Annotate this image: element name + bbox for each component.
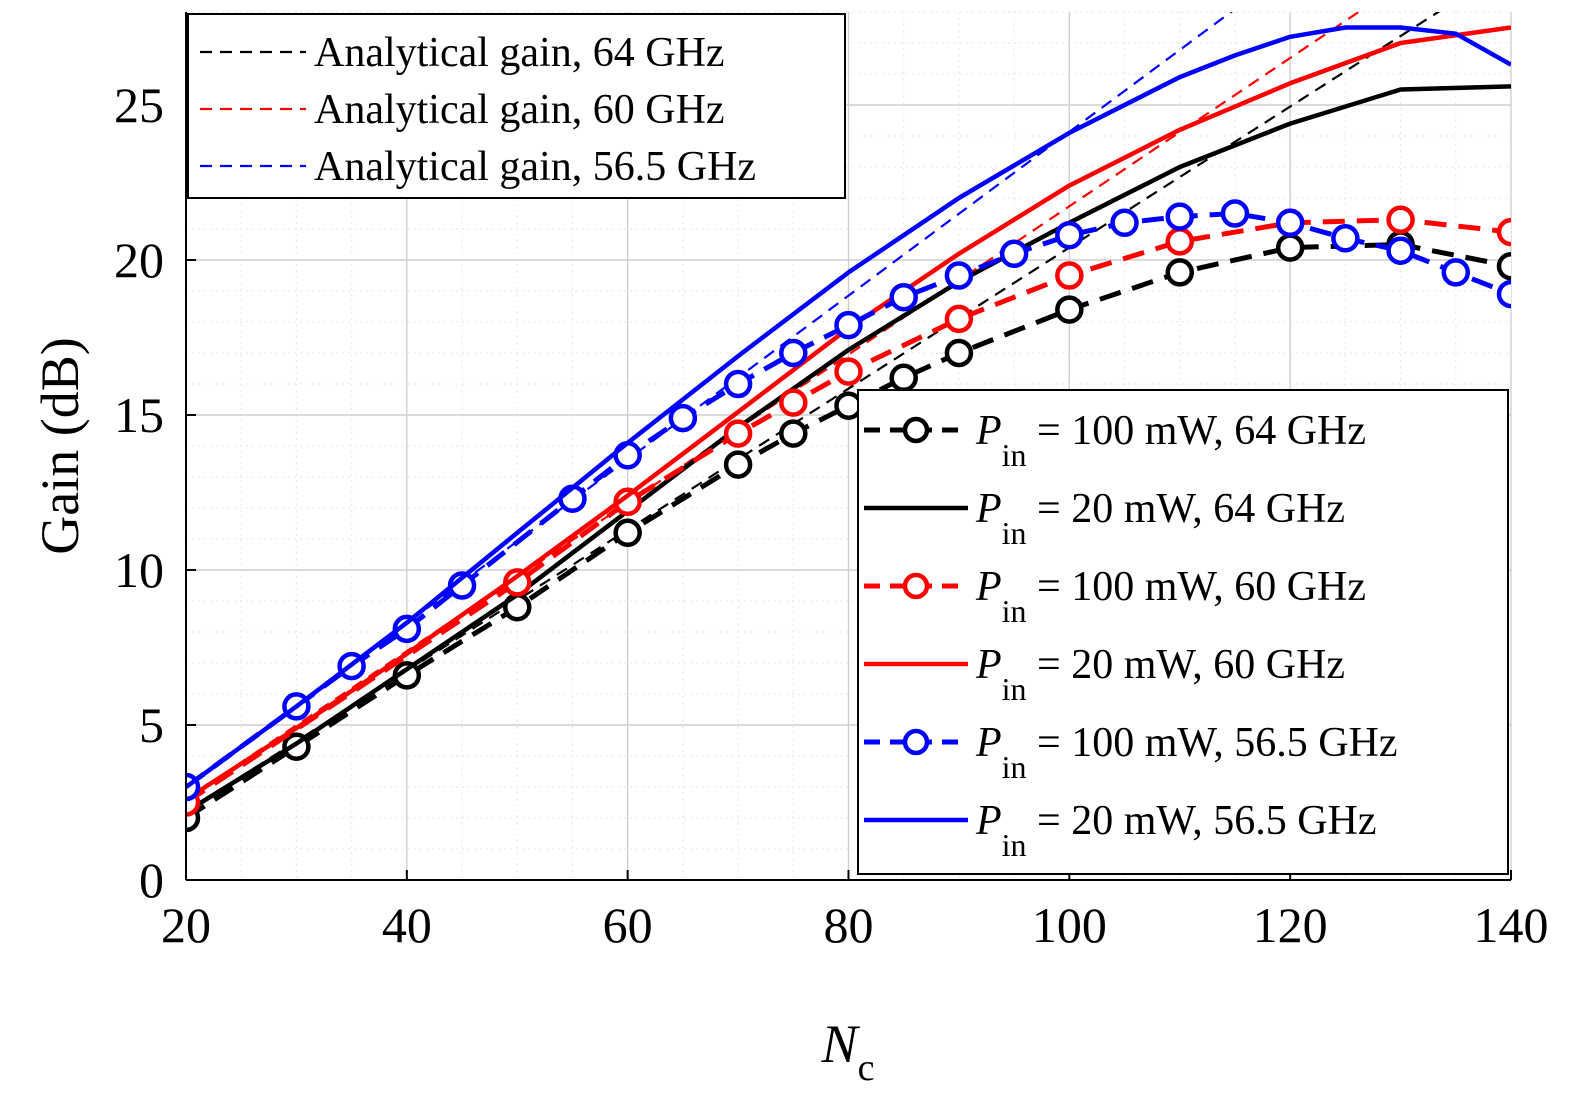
x-tick-label: 20 (161, 897, 211, 953)
series-layer (186, 12, 1511, 833)
x-tick-label: 40 (382, 897, 432, 953)
data-point-100-mw-56-5-ghz (889, 282, 918, 312)
legend-label-rest: = 20 mW, 56.5 GHz (1027, 798, 1377, 844)
data-point-100-mw-64-ghz (723, 450, 753, 479)
data-point-100-mw-56-5-ghz (1055, 220, 1084, 250)
data-point-100-mw-64-ghz (1165, 258, 1194, 287)
legend-marker (902, 728, 930, 756)
legend-label-symbol: P (975, 642, 1002, 688)
legend-label-symbol: P (975, 408, 1002, 454)
y-axis-label: Gain (dB) (30, 337, 90, 554)
data-point-100-mw-60-ghz (779, 388, 808, 417)
y-tick-label: 5 (139, 697, 164, 753)
series-line-100-mw-60-ghz (186, 217, 1511, 805)
legend-label-rest: = 100 mW, 56.5 GHz (1027, 720, 1398, 766)
legend-marker (902, 572, 930, 600)
data-point-100-mw-60-ghz (723, 419, 753, 448)
legend-label-rest: = 20 mW, 60 GHz (1027, 642, 1345, 688)
legend-label: Analytical gain, 64 GHz (314, 30, 725, 76)
data-point-100-mw-60-ghz (1055, 261, 1084, 290)
legend-label-rest: = 100 mW, 64 GHz (1027, 408, 1366, 454)
legend-simulated-box (857, 389, 1509, 875)
series-line-analytical-gain-56-5-ghz (186, 12, 1233, 788)
series-line-20-mw-56-5-ghz (186, 25, 1511, 789)
data-point-100-mw-56-5-ghz (1220, 199, 1250, 228)
legend-label: Pin = 20 mW, 64 GHz (975, 486, 1345, 551)
data-point-100-mw-64-ghz (944, 338, 974, 368)
data-point-100-mw-64-ghz (1496, 251, 1511, 281)
data-point-100-mw-56-5-ghz (1275, 208, 1305, 238)
y-tick-label: 20 (114, 232, 164, 288)
series-line-20-mw-64-ghz (186, 84, 1511, 814)
legend-label: Pin = 100 mW, 56.5 GHz (975, 720, 1398, 785)
legend-label-rest: = 100 mW, 60 GHz (1027, 564, 1366, 610)
legend-label-subscript: in (1002, 437, 1027, 473)
legend-label: Pin = 20 mW, 60 GHz (975, 642, 1345, 707)
x-tick-label: 100 (1032, 897, 1107, 953)
series-line-100-mw-64-ghz (186, 242, 1511, 821)
data-point-100-mw-64-ghz (1275, 233, 1305, 262)
legend-analytical: Analytical gain, 64 GHz Analytical gain, … (187, 13, 846, 199)
data-point-100-mw-56-5-ghz (1331, 224, 1360, 253)
legend-label-subscript: in (1002, 749, 1027, 785)
legend-analytical-box (187, 13, 846, 199)
data-point-100-mw-56-5-ghz (834, 310, 863, 340)
y-tick-label: 15 (114, 387, 164, 443)
x-tick-label: 120 (1253, 897, 1328, 953)
data-point-100-mw-56-5-ghz (944, 261, 974, 290)
data-point-100-mw-56-5-ghz (999, 239, 1029, 269)
legend-label-symbol: P (975, 564, 1002, 610)
legend-label: Pin = 100 mW, 60 GHz (975, 564, 1366, 629)
data-point-100-mw-60-ghz (1386, 205, 1415, 234)
data-point-100-mw-60-ghz (1496, 217, 1511, 247)
legend-label: Pin = 100 mW, 64 GHz (975, 408, 1366, 473)
y-tick-label: 10 (114, 542, 164, 598)
data-point-100-mw-56-5-ghz (1110, 208, 1139, 238)
y-tick-label: 0 (139, 852, 164, 908)
data-point-100-mw-56-5-ghz (723, 369, 753, 399)
x-tick-label: 80 (824, 897, 874, 953)
legend-label: Analytical gain, 56.5 GHz (314, 144, 756, 190)
data-point-100-mw-64-ghz (613, 518, 642, 548)
tick-labels: 20 40 60 80 100 120 140 0 5 10 15 20 25 (114, 77, 1549, 953)
data-point-100-mw-56-5-ghz (1496, 279, 1511, 309)
x-axis-label: Nc (821, 1014, 875, 1089)
x-tick-label: 140 (1474, 897, 1549, 953)
y-tick-label: 25 (114, 77, 164, 133)
data-point-100-mw-64-ghz (889, 363, 918, 393)
legend-label: Pin = 20 mW, 56.5 GHz (975, 798, 1377, 863)
x-tick-label: 60 (603, 897, 653, 953)
legend-label-symbol: P (975, 720, 1002, 766)
legend-label-subscript: in (1002, 515, 1027, 551)
legend-label-symbol: P (975, 798, 1002, 844)
legend-label-subscript: in (1002, 593, 1027, 629)
legend-label-symbol: P (975, 486, 1002, 532)
data-point-100-mw-56-5-ghz (779, 338, 808, 368)
data-point-100-mw-60-ghz (1165, 227, 1194, 256)
legend-label-subscript: in (1002, 827, 1027, 863)
legend-label-rest: = 20 mW, 64 GHz (1027, 486, 1345, 532)
data-point-100-mw-60-ghz (944, 304, 974, 334)
data-point-100-mw-64-ghz (834, 391, 863, 420)
legend-label: Analytical gain, 60 GHz (314, 87, 725, 133)
x-axis-label-subscript: c (858, 1047, 875, 1089)
legend-marker (902, 416, 930, 444)
legend-label-subscript: in (1002, 671, 1027, 707)
data-point-100-mw-56-5-ghz (392, 614, 422, 644)
data-point-100-mw-64-ghz (1055, 295, 1084, 324)
data-point-100-mw-56-5-ghz (668, 403, 698, 433)
data-point-100-mw-60-ghz (834, 357, 863, 386)
data-point-100-mw-64-ghz (779, 419, 808, 448)
data-point-100-mw-56-5-ghz (1441, 258, 1471, 287)
data-point-100-mw-56-5-ghz (1165, 202, 1194, 231)
data-point-100-mw-56-5-ghz (1386, 236, 1415, 265)
